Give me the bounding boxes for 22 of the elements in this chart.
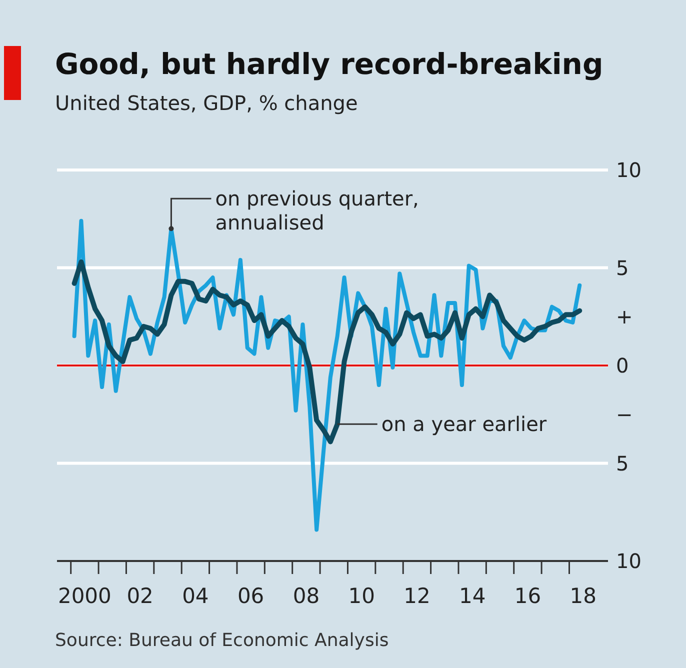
y-tick-label: 5 bbox=[616, 451, 629, 476]
annotation: on previous quarter, annualised bbox=[215, 186, 419, 235]
y-tick-label: 0 bbox=[616, 354, 629, 378]
x-tick-label: 02 bbox=[126, 584, 154, 608]
x-tick-label: 16 bbox=[514, 584, 542, 608]
source-note: Source: Bureau of Economic Analysis bbox=[55, 630, 389, 651]
chart-subtitle: United States, GDP, % change bbox=[55, 91, 358, 115]
x-tick-label: 14 bbox=[458, 584, 486, 608]
y-tick-label: 5 bbox=[616, 256, 629, 280]
chart-title: Good, but hardly record-breaking bbox=[55, 47, 604, 81]
y-tick-label: − bbox=[616, 402, 633, 426]
x-tick-label: 04 bbox=[182, 584, 209, 608]
x-tick-label: 08 bbox=[292, 584, 320, 608]
y-tick-label: 10 bbox=[616, 158, 642, 182]
x-tick-label: 06 bbox=[237, 584, 264, 608]
x-tick-label: 12 bbox=[404, 584, 430, 608]
x-tick-label: 18 bbox=[570, 584, 596, 608]
y-tick-label: + bbox=[616, 304, 633, 329]
x-tick-label: 2000 bbox=[58, 584, 112, 608]
y-tick-label: 10 bbox=[616, 549, 642, 573]
annotation: on a year earlier bbox=[381, 412, 548, 436]
x-tick-label: 10 bbox=[348, 584, 375, 608]
